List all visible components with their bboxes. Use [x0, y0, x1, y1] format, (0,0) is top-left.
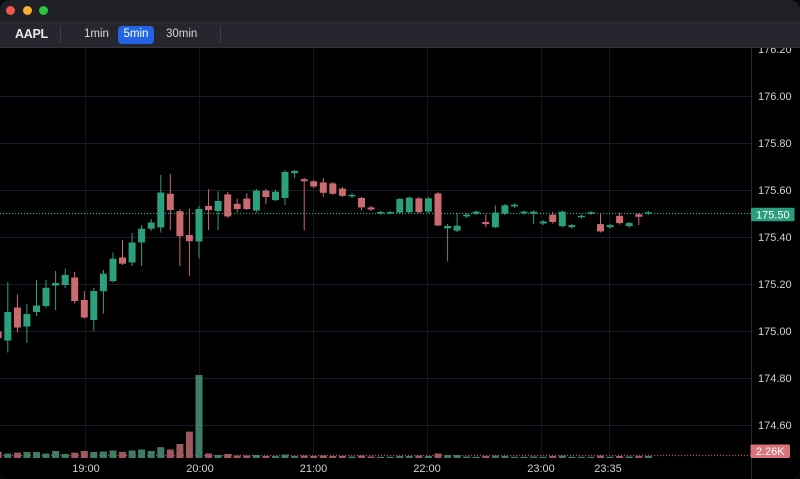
svg-text:20:00: 20:00 [186, 463, 214, 475]
svg-text:174.60: 174.60 [758, 420, 792, 432]
svg-text:175.50: 175.50 [756, 209, 790, 221]
svg-text:22:00: 22:00 [413, 463, 441, 475]
svg-text:175.00: 175.00 [758, 326, 792, 338]
svg-text:176.00: 176.00 [758, 91, 792, 103]
svg-text:174.80: 174.80 [758, 373, 792, 385]
svg-text:2.26K: 2.26K [756, 446, 785, 458]
svg-text:175.60: 175.60 [758, 185, 792, 197]
svg-text:175.40: 175.40 [758, 232, 792, 244]
svg-text:23:00: 23:00 [527, 463, 555, 475]
svg-text:175.80: 175.80 [758, 138, 792, 150]
svg-text:23:35: 23:35 [594, 463, 622, 475]
svg-text:21:00: 21:00 [300, 463, 328, 475]
svg-text:19:00: 19:00 [72, 463, 100, 475]
svg-text:175.20: 175.20 [758, 279, 792, 291]
